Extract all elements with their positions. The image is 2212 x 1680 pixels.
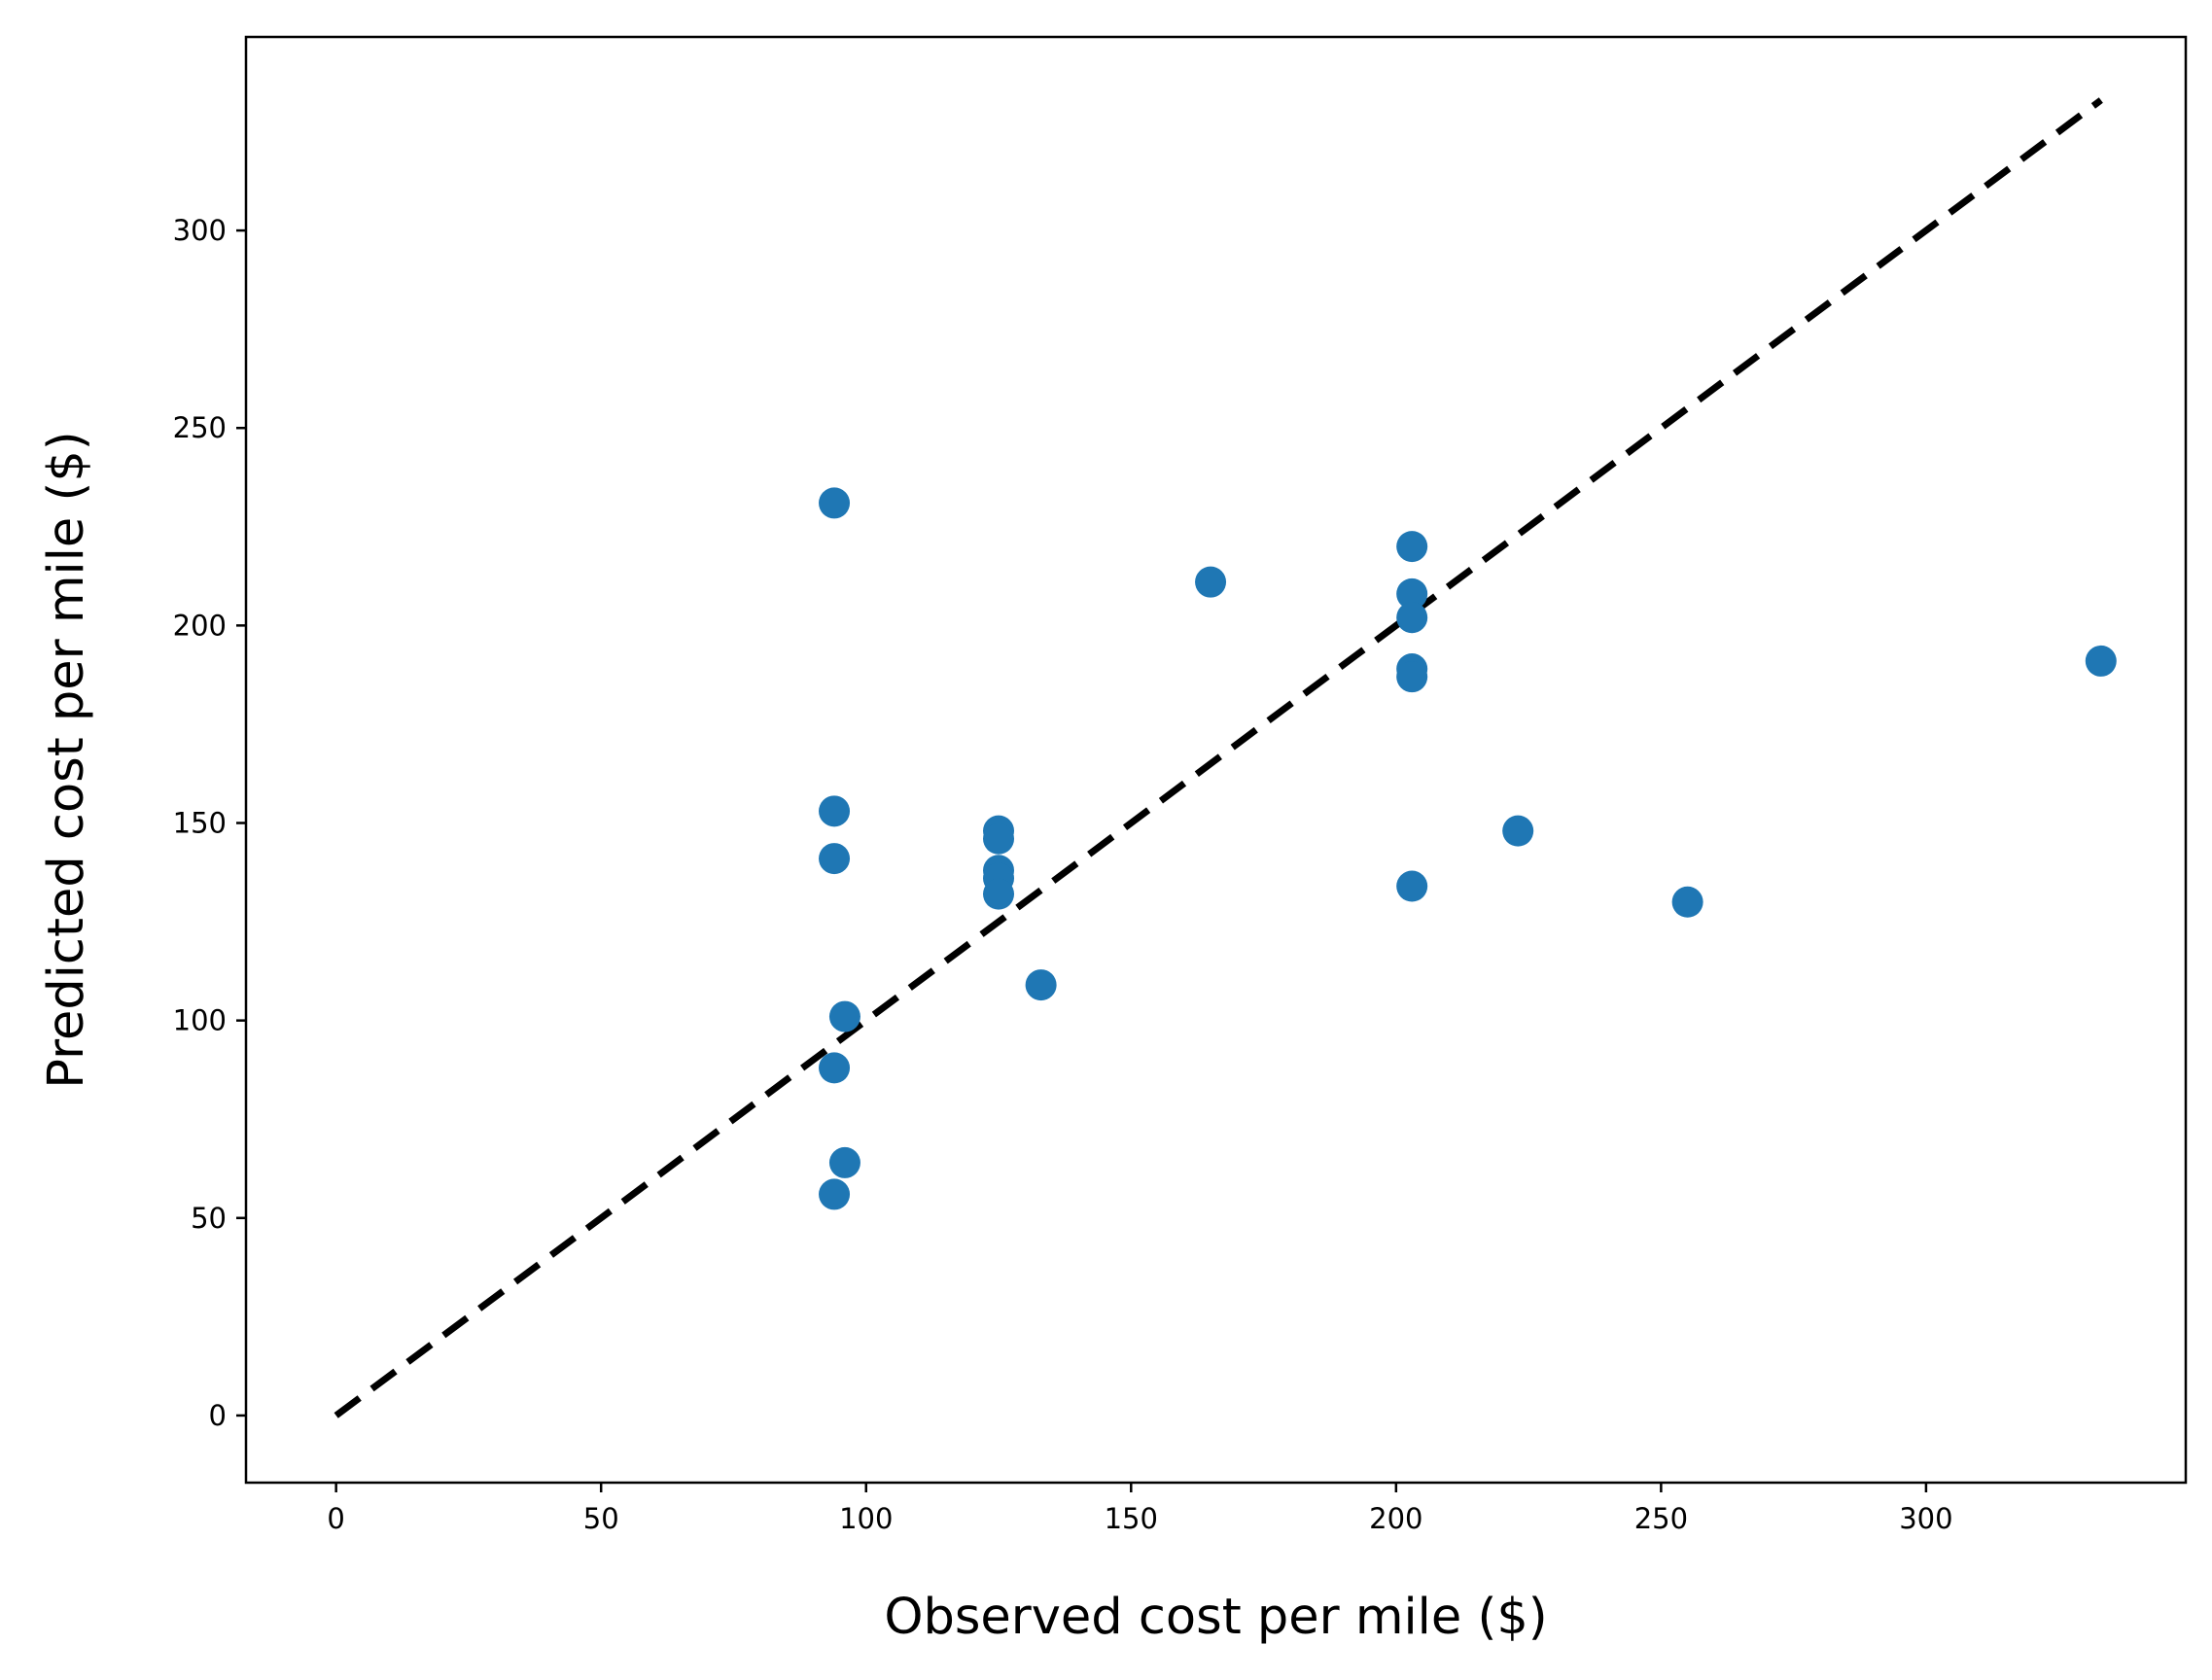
x-tick-label: 50 <box>583 1502 619 1535</box>
scatter-point <box>1396 602 1428 634</box>
data-points <box>819 487 2117 1210</box>
scatter-point <box>819 843 851 875</box>
y-axis: 0 50 100 150 200 250 300 <box>173 214 246 1432</box>
x-tick-label: 0 <box>327 1502 344 1535</box>
scatter-point <box>983 822 1015 855</box>
x-tick-label: 200 <box>1369 1502 1422 1535</box>
scatter-point <box>1025 969 1057 1001</box>
y-tick-label: 0 <box>209 1399 227 1432</box>
y-tick-label: 200 <box>173 609 227 642</box>
scatter-point <box>819 1052 851 1084</box>
scatter-point <box>819 795 851 827</box>
scatter-point <box>1671 886 1703 918</box>
scatter-point <box>2085 645 2117 677</box>
scatter-point <box>819 1178 851 1210</box>
scatter-point <box>1502 815 1534 847</box>
x-tick-label: 300 <box>1899 1502 1952 1535</box>
y-axis-title: Predicted cost per mile ($) <box>38 431 95 1088</box>
scatter-point <box>1195 566 1227 598</box>
scatter-point <box>1396 661 1428 693</box>
scatter-point <box>828 1000 860 1032</box>
x-axis: 0 50 100 150 200 250 300 <box>327 1483 1953 1535</box>
x-tick-label: 250 <box>1634 1502 1688 1535</box>
y-tick-label: 300 <box>173 214 227 247</box>
y-tick-label: 100 <box>173 1004 227 1037</box>
scatter-point <box>1396 578 1428 610</box>
x-axis-title: Observed cost per mile ($) <box>884 1589 1547 1646</box>
y-tick-label: 50 <box>191 1202 227 1235</box>
scatter-point <box>819 487 851 519</box>
identity-reference-line <box>334 97 2103 1418</box>
y-tick-label: 250 <box>173 411 227 444</box>
y-tick-label: 150 <box>173 807 227 840</box>
x-tick-label: 100 <box>839 1502 893 1535</box>
x-tick-label: 150 <box>1105 1502 1158 1535</box>
scatter-point <box>1396 870 1428 902</box>
scatter-point <box>983 878 1015 910</box>
scatter-point <box>1396 531 1428 563</box>
scatter-point <box>828 1146 860 1178</box>
